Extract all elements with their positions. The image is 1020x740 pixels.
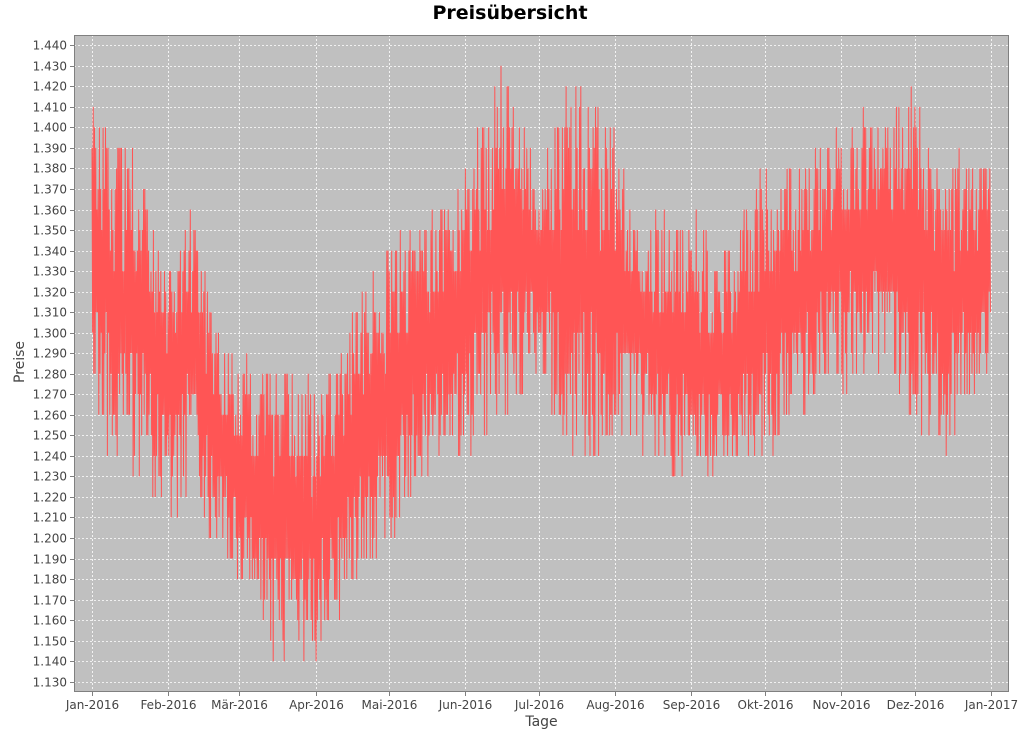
x-tick-label: Okt-2016 (738, 698, 794, 712)
y-tick-label: 1.310 (33, 306, 67, 320)
x-tick-label: Apr-2016 (289, 698, 344, 712)
y-tick-label: 1.400 (33, 121, 67, 135)
y-tick-label: 1.240 (33, 450, 67, 464)
y-tick-label: 1.160 (33, 614, 67, 628)
chart-title: Preisübersicht (432, 2, 588, 24)
y-tick-label: 1.280 (33, 368, 67, 382)
y-tick-label: 1.380 (33, 162, 67, 176)
y-tick-label: 1.290 (33, 347, 67, 361)
y-tick-label: 1.230 (33, 470, 67, 484)
x-tick-label: Sep-2016 (663, 698, 721, 712)
x-tick-label: Mär-2016 (211, 698, 268, 712)
y-tick-label: 1.210 (33, 511, 67, 525)
x-tick-label: Mai-2016 (362, 698, 418, 712)
y-tick-label: 1.150 (33, 635, 67, 649)
x-tick-label: Nov-2016 (813, 698, 871, 712)
y-tick-label: 1.440 (33, 39, 67, 53)
y-tick-label: 1.220 (33, 491, 67, 505)
y-tick-label: 1.260 (33, 409, 67, 423)
y-tick-label: 1.270 (33, 388, 67, 402)
series-layer (91, 65, 991, 662)
x-tick-label: Dez-2016 (887, 698, 945, 712)
y-tick-label: 1.130 (33, 676, 67, 690)
x-tick-label: Jan-2016 (65, 698, 119, 712)
y-tick-label: 1.190 (33, 553, 67, 567)
y-tick-label: 1.430 (33, 60, 67, 74)
y-tick-label: 1.180 (33, 573, 67, 587)
x-tick-label: Feb-2016 (140, 698, 196, 712)
y-tick-label: 1.410 (33, 101, 67, 115)
y-tick-label: 1.350 (33, 224, 67, 238)
y-tick-label: 1.320 (33, 286, 67, 300)
y-tick-label: 1.420 (33, 80, 67, 94)
x-tick-label: Jul-2016 (514, 698, 564, 712)
y-tick-label: 1.330 (33, 265, 67, 279)
x-tick-label: Aug-2016 (586, 698, 644, 712)
y-tick-label: 1.390 (33, 142, 67, 156)
y-tick-label: 1.250 (33, 429, 67, 443)
series-line-preise (91, 65, 991, 662)
y-tick-label: 1.340 (33, 245, 67, 259)
y-tick-label: 1.200 (33, 532, 67, 546)
plot-area (74, 35, 1009, 692)
x-tick-label: Jun-2016 (438, 698, 493, 712)
y-tick-label: 1.360 (33, 204, 67, 218)
y-tick-label: 1.370 (33, 183, 67, 197)
y-tick-label: 1.170 (33, 594, 67, 608)
x-tick-label: Jan-2017 (964, 698, 1018, 712)
y-tick-label: 1.140 (33, 655, 67, 669)
x-axis-label: Tage (525, 714, 558, 730)
plot-border (74, 35, 1009, 692)
y-tick-label: 1.300 (33, 327, 67, 341)
axes: 1.130 1.140 1.150 1.160 1.170 1.180 1.190 1.200… (33, 39, 1019, 713)
